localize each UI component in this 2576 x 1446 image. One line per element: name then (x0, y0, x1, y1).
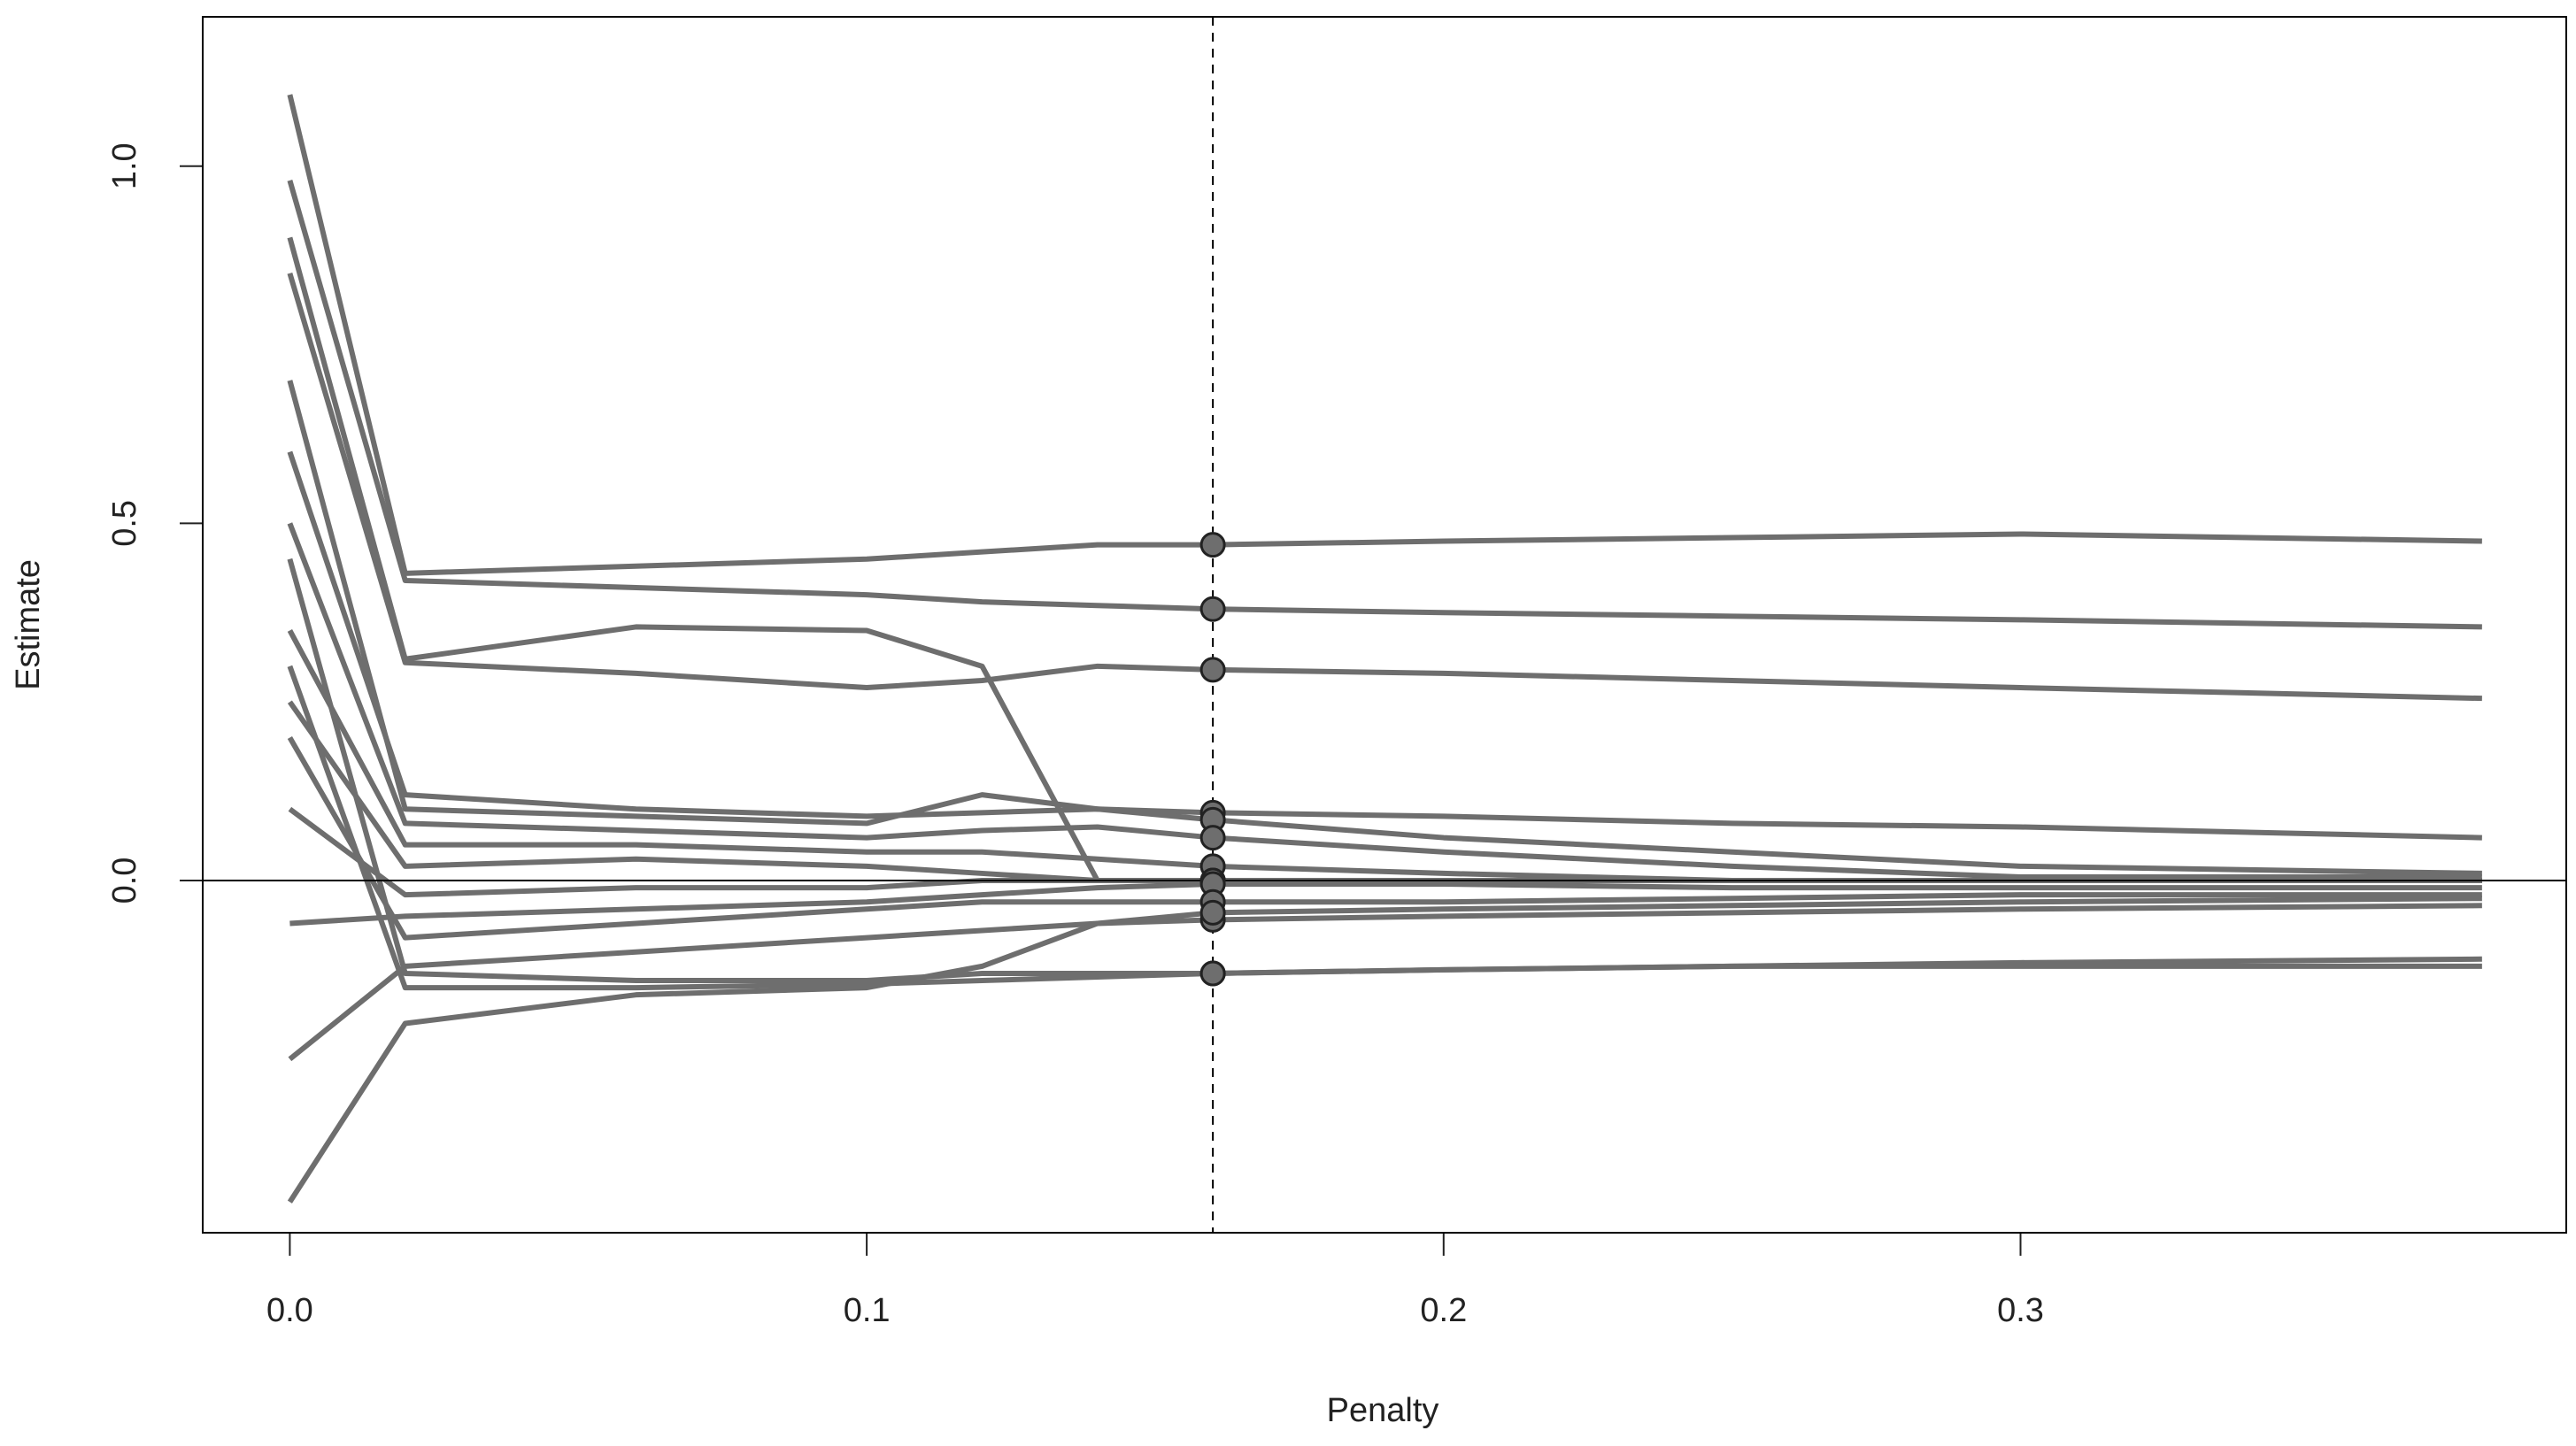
x-axis-label: Penalty (1327, 1392, 1439, 1429)
series-line (287, 236, 2482, 884)
selected-marker (1199, 532, 1226, 558)
x-tick-label: 0.0 (266, 1292, 313, 1329)
series-line (287, 380, 2482, 876)
x-tick-label: 0.3 (1997, 1292, 2044, 1329)
selected-marker (1199, 825, 1226, 851)
series-line (287, 700, 2482, 884)
plot-frame (202, 16, 2567, 1234)
series-line (287, 180, 2482, 630)
series-line (287, 522, 2482, 880)
series-line (287, 665, 2482, 991)
series-line (287, 629, 2482, 884)
y-axis-label: Estimate (10, 559, 47, 690)
selected-marker (1199, 899, 1226, 926)
selected-marker (1199, 960, 1226, 987)
selected-marker (1199, 657, 1226, 683)
series-line (287, 450, 2482, 841)
series-line (289, 881, 2482, 927)
x-tick-label: 0.2 (1420, 1292, 1467, 1329)
y-tick-label: 0.5 (106, 500, 143, 547)
y-tick-label: 1.0 (106, 142, 143, 189)
series-line (287, 272, 2482, 702)
series-line (287, 896, 2482, 1204)
series-line (287, 94, 2482, 576)
series-line (287, 558, 2482, 984)
x-tick-label: 0.1 (844, 1292, 891, 1329)
y-tick-label: 0.0 (106, 858, 143, 904)
series-line (287, 736, 2482, 941)
selected-marker (1199, 596, 1226, 622)
